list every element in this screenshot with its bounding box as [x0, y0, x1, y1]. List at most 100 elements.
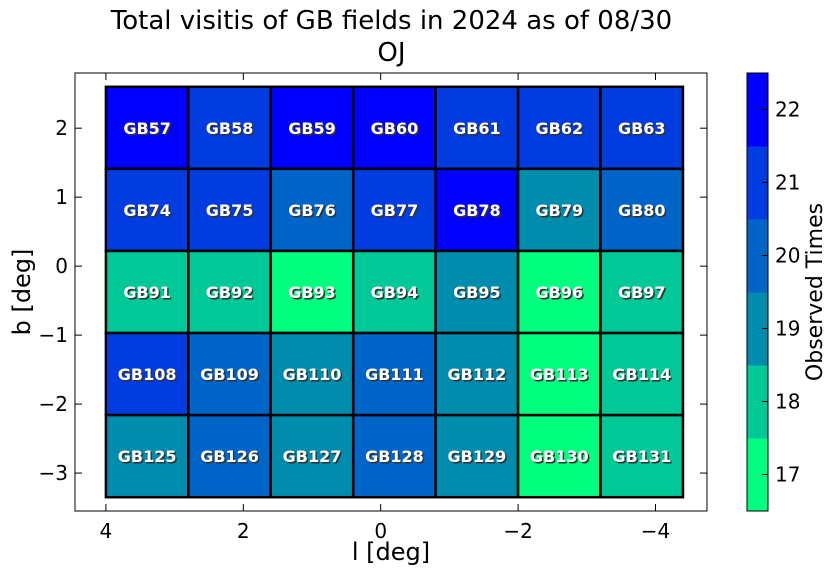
field-cell-gb80	[599, 167, 685, 253]
field-label-gb77: GB77	[371, 201, 419, 220]
field-label-shadow: GB130	[531, 449, 590, 468]
x-tick-label: 0	[374, 519, 387, 543]
field-label-gb97: GB97	[618, 283, 666, 302]
field-cell-gb112	[434, 331, 520, 417]
field-label-gb94: GB94	[371, 283, 419, 302]
axes: 4 2 0 −2 −4 2 1 0 −1 −2 −3	[39, 73, 707, 543]
field-label-shadow: GB110	[284, 367, 343, 386]
y-tick-label: 0	[55, 254, 68, 278]
field-label-gb112: GB112	[448, 365, 507, 384]
field-label-gb125: GB125	[118, 447, 177, 466]
field-label-gb74: GB74	[123, 201, 171, 220]
field-label-gb129: GB129	[448, 447, 507, 466]
field-label-gb79: GB79	[536, 201, 584, 220]
field-label-gb75: GB75	[206, 201, 254, 220]
field-label-gb59: GB59	[288, 119, 336, 138]
field-label-shadow: GB113	[531, 367, 590, 386]
field-label-gb114: GB114	[612, 365, 671, 384]
field-cell-gb60	[351, 85, 437, 171]
field-label-gb80: GB80	[618, 201, 666, 220]
colorbar-segment	[747, 73, 768, 147]
field-label-shadow: GB129	[449, 449, 508, 468]
field-cell-gb127	[269, 413, 355, 499]
field-label-gb76: GB76	[288, 201, 336, 220]
field-label-shadow: GB80	[619, 202, 667, 221]
field-label-gb109: GB109	[200, 365, 259, 384]
field-label-shadow: GB58	[207, 120, 255, 139]
colorbar-tick-label: 19	[775, 317, 800, 341]
field-label-gb130: GB130	[530, 447, 589, 466]
field-cell-gb131	[599, 413, 685, 499]
y-tick-label: 2	[55, 116, 68, 140]
field-label-shadow: GB128	[367, 449, 426, 468]
field-cell-gb126	[187, 413, 273, 499]
field-label-shadow: GB112	[449, 367, 508, 386]
field-label-shadow: GB131	[614, 449, 673, 468]
field-label-shadow: GB96	[537, 285, 585, 304]
y-tick-label: −2	[39, 392, 68, 416]
field-label-gb61: GB61	[453, 119, 501, 138]
field-label-shadow: GB78	[455, 202, 503, 221]
field-label-gb62: GB62	[536, 119, 584, 138]
chart-title-line: Total visitis of GB fields in 2024 as of…	[110, 6, 673, 36]
colorbar-segment	[747, 146, 768, 220]
field-cell-gb109	[187, 331, 273, 417]
field-label-gb58: GB58	[206, 119, 254, 138]
field-label-gb131: GB131	[612, 447, 671, 466]
colorbar-tick-label: 20	[775, 244, 800, 268]
field-label-gb91: GB91	[123, 283, 171, 302]
field-cell-gb97	[599, 249, 685, 335]
y-axis-label: b [deg]	[8, 249, 36, 336]
field-label-shadow: GB59	[290, 120, 338, 139]
field-cell-gb75	[187, 167, 273, 253]
field-label-gb111: GB111	[365, 365, 424, 384]
field-cell-gb125	[104, 413, 190, 499]
field-label-gb95: GB95	[453, 283, 501, 302]
field-cell-gb61	[434, 85, 520, 171]
field-label-shadow: GB126	[202, 449, 261, 468]
field-label-shadow: GB94	[372, 285, 420, 304]
field-label-shadow: GB75	[207, 202, 255, 221]
field-cell-gb108	[104, 331, 190, 417]
colorbar-segment	[747, 365, 768, 439]
x-tick-label: −4	[641, 519, 670, 543]
field-cell-gb130	[516, 413, 602, 499]
colorbar: 17 18 19 20 21 22	[746, 72, 800, 512]
field-label-gb78: GB78	[453, 201, 501, 220]
field-label-shadow: GB61	[455, 120, 503, 139]
field-label-shadow: GB63	[619, 120, 667, 139]
field-label-shadow: GB95	[455, 285, 503, 304]
field-label-shadow: GB111	[367, 367, 426, 386]
field-cell-gb128	[351, 413, 437, 499]
field-cell-gb63	[599, 85, 685, 171]
colorbar-segment	[747, 292, 768, 366]
x-tick-label: −2	[503, 519, 532, 543]
field-label-shadow: GB79	[537, 202, 585, 221]
field-label-gb93: GB93	[288, 283, 336, 302]
field-label-gb128: GB128	[365, 447, 424, 466]
y-tick-label: −1	[39, 323, 68, 347]
field-cell-gb62	[516, 85, 602, 171]
field-label-shadow: GB114	[614, 367, 673, 386]
field-cell-gb78	[434, 167, 520, 253]
y-tick-label: −3	[39, 461, 68, 485]
colorbar-tick-label: 18	[775, 390, 800, 414]
field-label-shadow: GB127	[284, 449, 343, 468]
colorbar-tick-label: 17	[775, 463, 800, 487]
field-label-shadow: GB77	[372, 202, 420, 221]
field-label-shadow: GB76	[290, 202, 338, 221]
field-label-gb108: GB108	[118, 365, 177, 384]
field-label-gb63: GB63	[618, 119, 666, 138]
field-label-gb60: GB60	[371, 119, 419, 138]
field-label-gb92: GB92	[206, 283, 254, 302]
x-tick-label: 2	[237, 519, 250, 543]
field-label-shadow: GB92	[207, 285, 255, 304]
field-label-shadow: GB62	[537, 120, 585, 139]
colorbar-tick-label: 22	[775, 98, 800, 122]
field-label-gb96: GB96	[536, 283, 584, 302]
colorbar-tick-label: 21	[775, 171, 800, 195]
field-label-shadow: GB97	[619, 285, 667, 304]
field-label-gb126: GB126	[200, 447, 259, 466]
